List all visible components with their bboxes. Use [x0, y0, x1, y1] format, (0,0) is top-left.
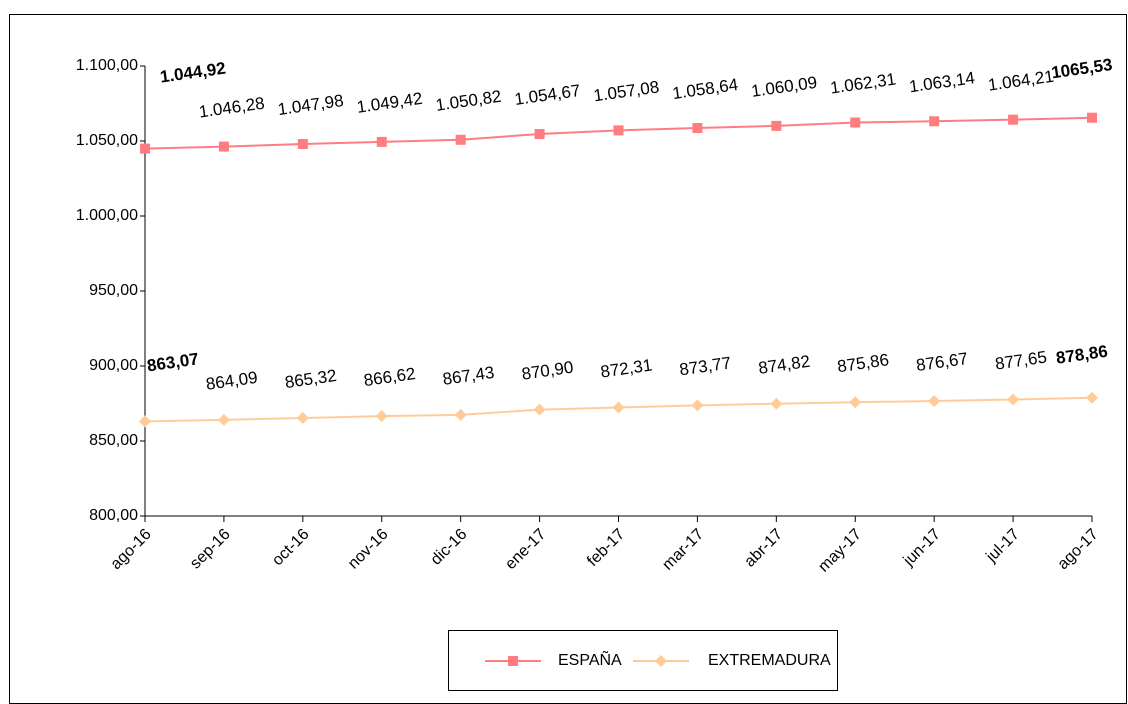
x-tick-label: dic-16 [428, 526, 471, 569]
x-tick-label: ago-16 [108, 526, 155, 573]
data-label: 1.044,92 [159, 59, 227, 87]
legend-marker [508, 656, 518, 666]
point [296, 412, 309, 425]
point [928, 394, 941, 407]
data-label: 875,86 [836, 350, 890, 376]
data-label: 1.054,67 [513, 81, 581, 109]
point [217, 413, 230, 426]
data-label: 874,82 [757, 352, 811, 378]
data-label: 1.064,21 [987, 67, 1055, 95]
point [1087, 112, 1097, 123]
point [376, 136, 387, 147]
point [375, 410, 388, 423]
y-tick-label: 1.100,00 [76, 57, 138, 74]
x-tick-label: feb-17 [584, 526, 628, 570]
x-tick-label: jun-17 [900, 526, 944, 570]
point [613, 125, 624, 136]
x-tick-label: ago-17 [1055, 526, 1102, 573]
data-label: 864,09 [205, 368, 259, 394]
data-label: 872,31 [599, 356, 653, 382]
y-tick-label: 800,00 [89, 507, 138, 524]
point [139, 415, 151, 428]
point [1007, 393, 1020, 406]
legend-label: ESPAÑA [558, 649, 622, 669]
data-label: 878,86 [1055, 342, 1109, 368]
y-tick-label: 1.050,00 [76, 132, 138, 149]
point [929, 116, 940, 127]
point [454, 408, 467, 421]
point [692, 123, 703, 134]
data-label: 1.046,28 [198, 94, 266, 122]
point [533, 403, 546, 416]
point [297, 139, 308, 150]
point [770, 397, 783, 410]
point [612, 401, 625, 414]
point [691, 399, 704, 412]
data-label: 867,43 [441, 363, 495, 389]
point [771, 120, 782, 131]
data-label: 1.060,09 [750, 73, 818, 101]
data-label: 1.047,98 [277, 91, 345, 119]
data-label: 865,32 [284, 366, 338, 392]
data-label: 873,77 [678, 353, 732, 379]
point [140, 143, 150, 154]
data-label: 1.057,08 [592, 77, 660, 105]
x-tick-label: ene-17 [502, 526, 549, 573]
point [849, 396, 862, 409]
y-tick-label: 1.000,00 [76, 207, 138, 224]
data-label: 1.049,42 [356, 89, 424, 117]
data-label: 876,67 [915, 349, 969, 375]
data-label: 877,65 [994, 347, 1048, 373]
data-label: 1.062,31 [829, 70, 897, 98]
y-tick-label: 850,00 [89, 432, 138, 449]
data-label: 1.050,82 [434, 87, 502, 115]
point [850, 117, 861, 128]
point [455, 134, 466, 145]
x-tick-label: mar-17 [659, 526, 707, 574]
data-label: 1.063,14 [908, 68, 976, 96]
point [534, 128, 545, 139]
x-tick-label: jul-17 [982, 526, 1022, 566]
legend-label: EXTREMADURA [708, 652, 831, 669]
data-label: 1.058,64 [671, 75, 739, 103]
y-tick-label: 950,00 [89, 282, 138, 299]
y-tick-label: 900,00 [89, 357, 138, 374]
point [1086, 391, 1098, 404]
point [1008, 114, 1019, 125]
legend-marker [655, 655, 667, 667]
data-label: 1065,53 [1050, 55, 1113, 82]
x-tick-label: nov-16 [345, 526, 392, 573]
x-tick-label: sep-16 [187, 526, 234, 573]
data-label: 870,90 [520, 358, 574, 384]
x-tick-label: abr-17 [741, 526, 786, 571]
x-tick-label: may-17 [815, 526, 865, 576]
point [218, 141, 229, 152]
data-label: 863,07 [146, 349, 200, 375]
x-tick-label: oct-16 [269, 526, 313, 570]
data-label: 866,62 [363, 364, 417, 390]
